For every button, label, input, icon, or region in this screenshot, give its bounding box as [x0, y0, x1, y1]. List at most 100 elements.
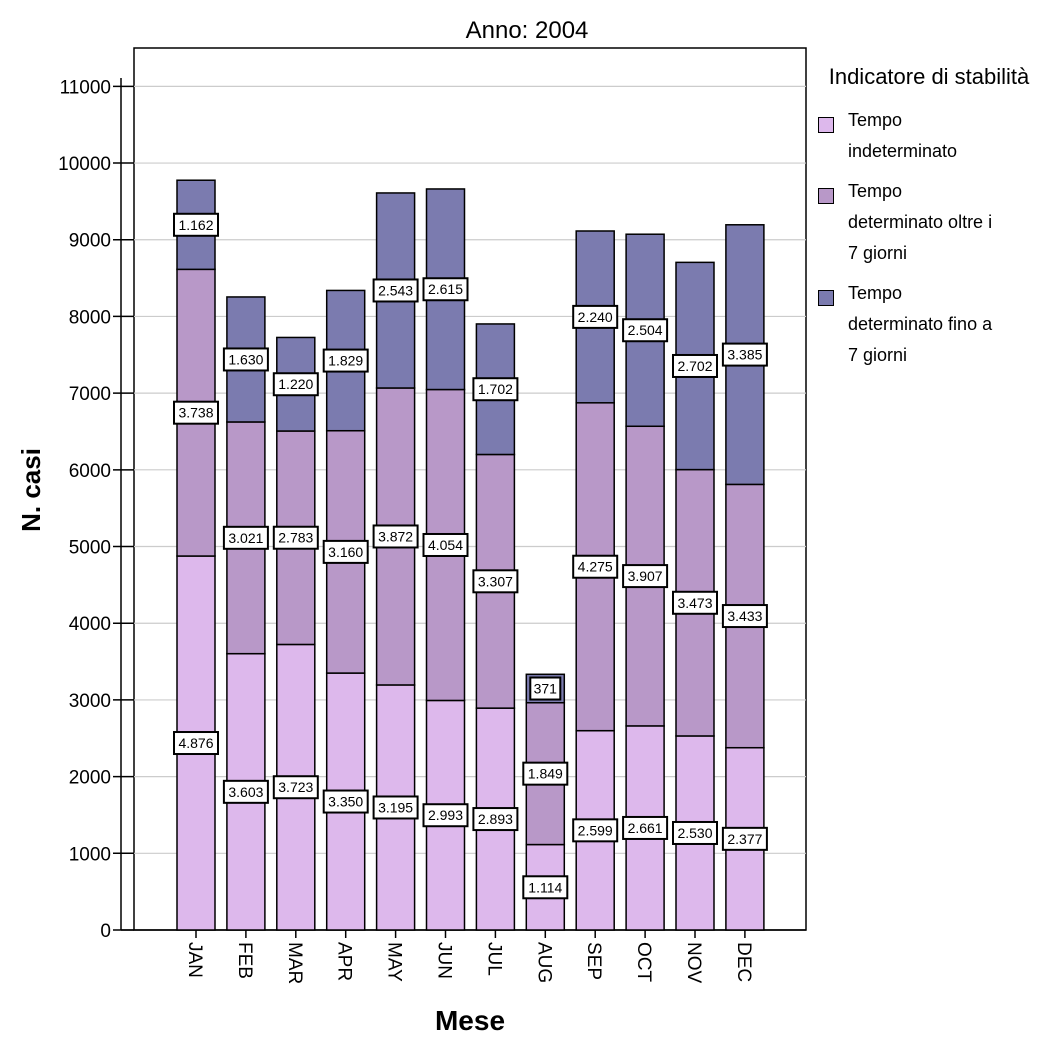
data-label: 3.195 — [378, 799, 413, 815]
x-tick-label: JAN — [184, 942, 205, 978]
data-label: 3.307 — [478, 573, 513, 589]
x-tick-label: AUG — [533, 942, 554, 983]
legend-label: Tempo determinato fino a 7 giorni — [848, 283, 993, 365]
y-tick-label: 11000 — [60, 77, 111, 98]
data-label-box — [272, 775, 319, 800]
data-label-box — [522, 761, 569, 786]
legend-item-tempo-determinato-oltre-7-giorni: Tempo determinato oltre i 7 giorni — [818, 176, 1040, 269]
y-tick-label: 2000 — [69, 768, 111, 789]
data-label-box — [672, 590, 718, 615]
x-tick-label: MAY — [384, 942, 405, 982]
legend-swatch — [818, 188, 834, 204]
y-tick-label: 7000 — [69, 384, 111, 405]
data-label-box — [522, 875, 569, 900]
data-label-box — [372, 278, 419, 303]
data-label-box — [529, 676, 562, 701]
legend-label: Tempo determinato oltre i 7 giorni — [848, 181, 993, 263]
x-tick-label: JUL — [483, 942, 504, 976]
data-label-box — [322, 789, 369, 814]
data-label: 2.543 — [378, 282, 413, 298]
data-label-box — [272, 372, 319, 397]
data-label-box — [222, 779, 269, 804]
y-tick-label: 4000 — [69, 614, 111, 635]
data-label: 2.240 — [578, 309, 613, 325]
data-label: 1.829 — [328, 353, 363, 369]
data-label: 1.630 — [228, 351, 263, 367]
legend-swatch — [818, 117, 834, 133]
data-label: 2.661 — [628, 820, 663, 836]
y-tick-label: 6000 — [69, 461, 111, 482]
data-label-box — [322, 348, 369, 373]
data-label: 3.872 — [378, 528, 413, 544]
data-label: 1.702 — [478, 381, 513, 397]
x-tick-label: OCT — [633, 942, 654, 983]
data-label-box — [422, 277, 469, 302]
data-label-box — [472, 569, 519, 594]
data-label-box — [372, 524, 419, 549]
x-tick-label: APR — [334, 942, 355, 981]
data-label: 3.907 — [628, 568, 663, 584]
data-label: 3.385 — [727, 347, 762, 363]
data-label: 2.599 — [578, 822, 613, 838]
data-label-box — [622, 318, 669, 343]
y-axis-title: N. casi — [16, 448, 46, 532]
data-label-box — [622, 815, 669, 840]
x-tick-label: JUN — [434, 942, 455, 979]
data-label: 2.530 — [677, 825, 712, 841]
data-label-box — [721, 604, 768, 629]
y-tick-label: 5000 — [69, 538, 111, 559]
data-label-box — [572, 304, 619, 329]
data-label-box — [622, 564, 669, 589]
data-label: 2.993 — [428, 807, 463, 823]
data-label-box — [672, 353, 718, 378]
data-label: 2.783 — [278, 530, 313, 546]
data-label: 4.275 — [578, 559, 613, 575]
data-label: 3.350 — [328, 794, 363, 810]
data-label-box — [572, 554, 619, 579]
y-tick-label: 0 — [100, 921, 111, 942]
data-label-box — [222, 525, 269, 550]
data-label: 3.433 — [727, 608, 762, 624]
x-tick-label: DEC — [733, 942, 754, 982]
x-tick-label: SEP — [583, 942, 604, 980]
data-label: 4.876 — [178, 735, 213, 751]
legend-title: Indicatore di stabilità — [828, 64, 1030, 89]
y-tick-label: 10000 — [58, 154, 111, 175]
legend-label: Tempo indeterminato — [848, 110, 958, 161]
data-label-box — [173, 731, 219, 756]
legend-item-tempo-indeterminato: Tempo indeterminato — [818, 105, 1040, 167]
data-label: 2.893 — [478, 811, 513, 827]
data-label-box — [572, 818, 619, 843]
y-tick-label: 9000 — [69, 231, 111, 252]
data-label: 3.473 — [677, 595, 712, 611]
legend-item-tempo-determinato-fino-7-giorni: Tempo determinato fino a 7 giorni — [818, 278, 1040, 371]
data-label: 1.220 — [278, 376, 313, 392]
data-label: 371 — [534, 681, 558, 697]
data-label-box — [472, 807, 519, 832]
data-label: 2.615 — [428, 281, 463, 297]
data-label-box — [672, 820, 718, 845]
data-label: 4.054 — [428, 537, 463, 553]
data-label: 2.377 — [727, 831, 762, 847]
data-label-box — [372, 795, 419, 820]
data-label: 3.160 — [328, 544, 363, 560]
x-tick-label: NOV — [683, 942, 704, 984]
data-label-box — [721, 342, 768, 367]
x-axis-title: Mese — [435, 1005, 505, 1036]
data-label-box — [173, 400, 219, 425]
legend: Indicatore di stabilità Tempo indetermin… — [818, 60, 1040, 380]
data-label-box — [272, 525, 319, 550]
data-label-box — [222, 347, 269, 372]
data-label-box — [173, 212, 219, 237]
x-tick-label: FEB — [234, 942, 255, 979]
data-label-box — [422, 803, 469, 828]
legend-swatch — [818, 290, 834, 306]
data-label: 1.162 — [178, 217, 213, 233]
data-label: 2.504 — [628, 322, 663, 338]
data-label: 3.723 — [278, 779, 313, 795]
data-label: 3.603 — [228, 784, 263, 800]
y-tick-label: 3000 — [69, 691, 111, 712]
data-label: 3.021 — [228, 530, 263, 546]
y-tick-label: 8000 — [69, 307, 111, 328]
